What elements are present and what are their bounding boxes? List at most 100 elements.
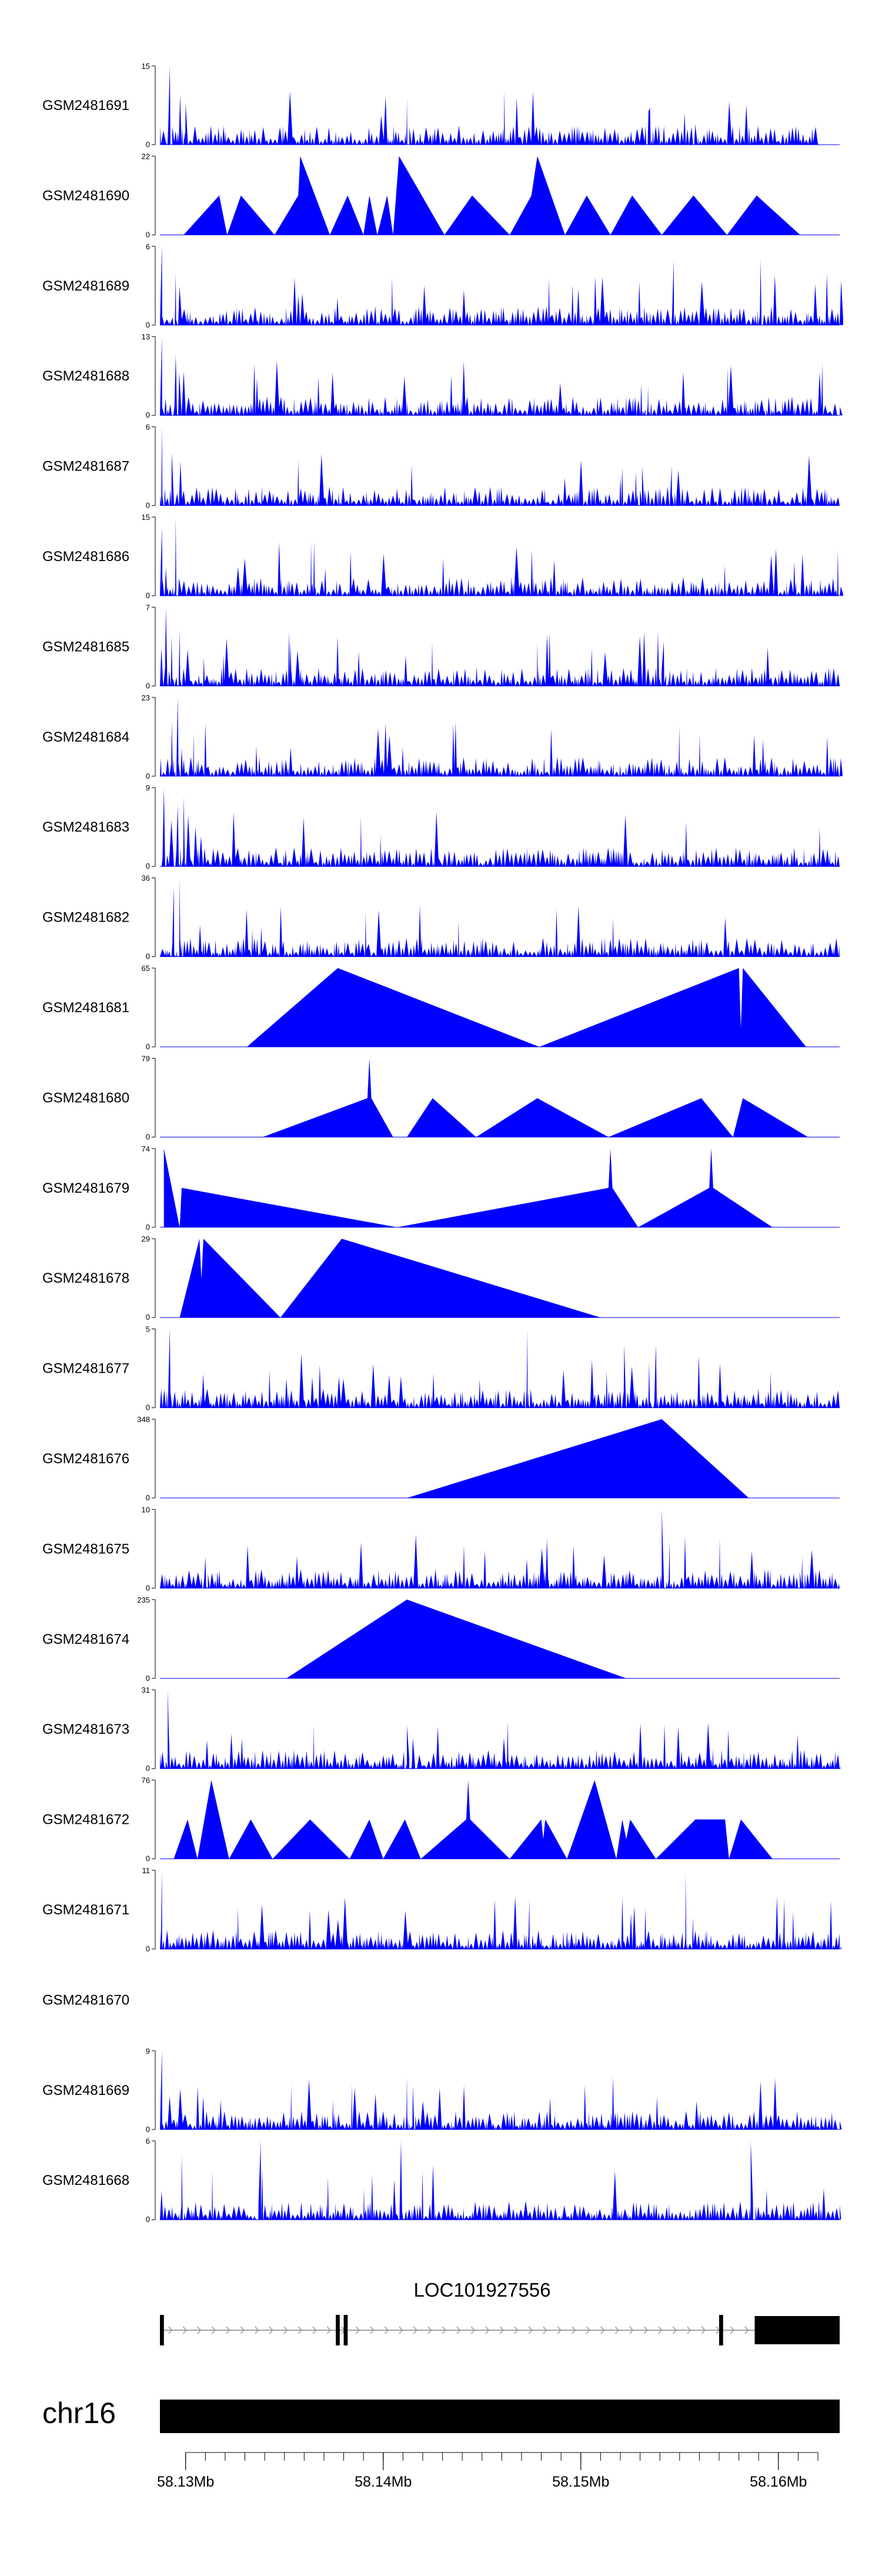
y-zero-label: 0: [146, 862, 150, 870]
track-GSM2481675: GSM2481675 10 0: [42, 1505, 840, 1592]
gene-exon: [160, 2315, 164, 2345]
x-axis-label: 58.16Mb: [750, 2474, 807, 2490]
track-label: GSM2481679: [42, 1180, 129, 1196]
track-label: GSM2481685: [42, 639, 129, 655]
strand-arrow: [557, 2326, 562, 2334]
y-max-label: 235: [137, 1596, 150, 1604]
strand-arrow: [312, 2326, 316, 2334]
coverage-area: [183, 156, 800, 235]
y-max-label: 65: [142, 964, 150, 973]
coverage-area: [159, 246, 843, 325]
y-max-label: 15: [142, 62, 150, 71]
strand-arrow: [298, 2326, 302, 2334]
track-GSM2481681: GSM2481681 65 0: [42, 964, 840, 1051]
x-axis-label: 58.14Mb: [355, 2474, 412, 2490]
track-GSM2481668: GSM2481668 6 0: [42, 2137, 841, 2224]
y-max-label: 29: [142, 1234, 150, 1243]
strand-arrow: [240, 2326, 245, 2334]
coverage-area: [159, 1870, 841, 1949]
x-axis-label: 58.13Mb: [157, 2474, 214, 2490]
gene-exon: [719, 2315, 723, 2345]
coverage-area: [159, 2050, 842, 2130]
coverage-area: [160, 607, 840, 686]
strand-arrow: [716, 2326, 720, 2334]
y-zero-label: 0: [146, 2215, 150, 2224]
strand-arrow: [600, 2326, 604, 2334]
x-axis: 58.13Mb 58.14Mb 58.15Mb 58.16Mb: [157, 2452, 818, 2490]
y-max-label: 10: [142, 1505, 150, 1514]
track-GSM2481684: GSM2481684 23 0: [42, 693, 843, 780]
track-label: GSM2481677: [42, 1361, 129, 1377]
strand-arrow: [197, 2326, 201, 2334]
y-max-label: 22: [142, 152, 150, 161]
coverage-area: [160, 877, 840, 957]
coverage-area: [160, 1690, 841, 1769]
track-label: GSM2481674: [42, 1631, 129, 1647]
gene-track: LOC101927556: [160, 2279, 840, 2345]
coverage-area: [407, 1419, 749, 1498]
y-max-label: 7: [146, 603, 150, 612]
y-max-label: 76: [142, 1776, 150, 1785]
gene-name: LOC101927556: [413, 2279, 550, 2301]
strand-arrow: [500, 2326, 504, 2334]
track-GSM2481682: GSM2481682 36 0: [42, 874, 840, 961]
track-GSM2481679: GSM2481679 74 0: [42, 1144, 840, 1232]
strand-arrow: [514, 2326, 518, 2334]
coverage-area: [262, 1058, 808, 1137]
y-max-label: 23: [142, 693, 150, 702]
coverage-area: [160, 66, 818, 145]
chromosome-name: chr16: [42, 2397, 116, 2430]
strand-arrow: [442, 2326, 446, 2334]
track-GSM2481673: GSM2481673 31 0: [42, 1686, 841, 1773]
track-label: GSM2481670: [42, 1992, 129, 2008]
strand-arrow: [586, 2326, 590, 2334]
track-label: GSM2481669: [42, 2083, 129, 2098]
track-GSM2481672: GSM2481672 76 0: [42, 1776, 840, 1863]
strand-arrow: [730, 2326, 734, 2334]
y-zero-label: 0: [146, 1132, 150, 1141]
y-zero-label: 0: [146, 1313, 150, 1322]
coverage-area: [173, 1780, 773, 1859]
strand-arrow: [413, 2326, 417, 2334]
strand-arrow: [701, 2326, 706, 2334]
y-zero-label: 0: [146, 591, 150, 600]
track-GSM2481689: GSM2481689 6 0: [42, 242, 843, 329]
track-GSM2481683: GSM2481683 9 0: [42, 783, 841, 870]
x-axis-label: 58.15Mb: [552, 2474, 609, 2490]
strand-arrow: [744, 2326, 749, 2334]
strand-arrow: [226, 2326, 230, 2334]
strand-arrow: [658, 2326, 662, 2334]
strand-arrow: [212, 2326, 216, 2334]
track-GSM2481676: GSM2481676 348 0: [42, 1415, 840, 1502]
y-zero-label: 0: [146, 1042, 150, 1051]
y-max-label: 13: [142, 332, 150, 341]
y-max-label: 5: [146, 1325, 150, 1334]
track-label: GSM2481683: [42, 819, 129, 835]
track-GSM2481680: GSM2481680 79 0: [42, 1054, 840, 1141]
coverage-area: [286, 1599, 627, 1679]
track-label: GSM2481675: [42, 1541, 129, 1557]
y-zero-label: 0: [146, 230, 150, 239]
track-label: GSM2481672: [42, 1812, 129, 1828]
strand-arrow: [673, 2326, 677, 2334]
coverage-area: [160, 1329, 841, 1408]
y-max-label: 31: [142, 1686, 150, 1694]
chromosome-ideogram: [160, 2400, 840, 2433]
track-label: GSM2481671: [42, 1902, 129, 1918]
coverage-area: [160, 1509, 840, 1589]
track-GSM2481670: GSM2481670: [42, 1992, 129, 2008]
track-label: GSM2481673: [42, 1721, 129, 1737]
coverage-area: [159, 336, 843, 416]
strand-arrow: [427, 2326, 432, 2334]
gene-model: [160, 2315, 840, 2345]
track-GSM2481677: GSM2481677 5 0: [42, 1325, 841, 1412]
y-max-label: 74: [142, 1144, 150, 1153]
gene-exon: [336, 2315, 340, 2345]
strand-arrow: [615, 2326, 619, 2334]
coverage-area: [160, 697, 843, 776]
track-label: GSM2481689: [42, 278, 129, 294]
coverage-area: [179, 1239, 601, 1318]
track-GSM2481691: GSM2481691 15 0: [42, 62, 840, 149]
gene-exon: [343, 2315, 348, 2345]
